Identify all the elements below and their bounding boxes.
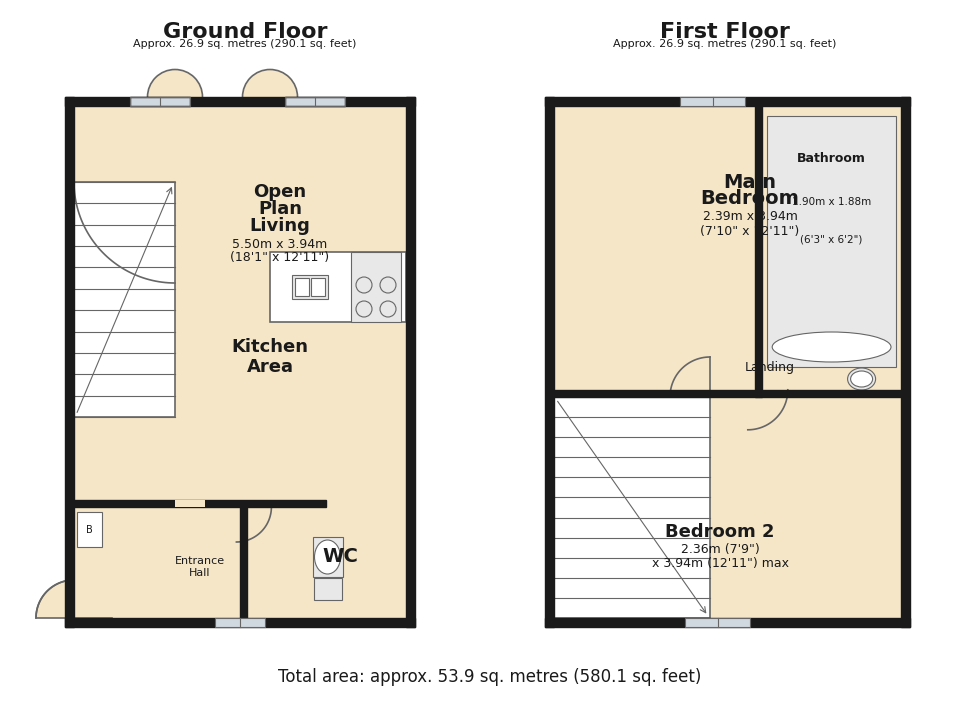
Bar xyxy=(240,507,247,618)
Text: Total area: approx. 53.9 sq. metres (580.1 sq. feet): Total area: approx. 53.9 sq. metres (580… xyxy=(278,668,702,686)
Bar xyxy=(285,97,345,106)
Text: Entrance
Hall: Entrance Hall xyxy=(175,556,225,578)
Ellipse shape xyxy=(772,332,891,362)
Text: Main: Main xyxy=(723,172,776,192)
Bar xyxy=(545,97,910,627)
Bar xyxy=(351,252,401,322)
Bar xyxy=(755,106,762,397)
Bar xyxy=(314,578,341,600)
Ellipse shape xyxy=(851,371,872,387)
Bar xyxy=(554,397,710,618)
Text: Plan: Plan xyxy=(258,200,302,218)
Text: Bedroom: Bedroom xyxy=(701,189,800,209)
Bar xyxy=(767,116,896,367)
Bar xyxy=(680,97,745,106)
Text: Kitchen
Area: Kitchen Area xyxy=(231,337,309,377)
Bar xyxy=(74,500,326,507)
Text: (6'3" x 6'2"): (6'3" x 6'2") xyxy=(801,235,862,245)
Text: 2.39m x 3.94m: 2.39m x 3.94m xyxy=(703,211,798,224)
Bar xyxy=(285,97,345,106)
Text: 5.50m x 3.94m: 5.50m x 3.94m xyxy=(232,238,327,251)
Bar xyxy=(545,97,554,627)
Bar xyxy=(65,618,415,627)
Text: x 3.94m (12'11") max: x 3.94m (12'11") max xyxy=(652,557,789,570)
Wedge shape xyxy=(243,70,297,97)
Ellipse shape xyxy=(315,540,340,574)
Text: Ground Floor: Ground Floor xyxy=(163,22,327,42)
Bar xyxy=(65,97,74,627)
Polygon shape xyxy=(36,580,74,618)
Text: 2.36m (7'9"): 2.36m (7'9") xyxy=(681,543,760,555)
Ellipse shape xyxy=(848,368,875,390)
Bar xyxy=(311,278,325,296)
Bar xyxy=(554,389,901,397)
Bar xyxy=(545,97,910,106)
Bar xyxy=(292,275,328,299)
Bar xyxy=(406,97,415,627)
Text: (7'10" x 12'11"): (7'10" x 12'11") xyxy=(701,224,800,238)
Text: (18'1" x 12'11"): (18'1" x 12'11") xyxy=(230,251,329,263)
Bar xyxy=(65,97,415,627)
Bar xyxy=(295,278,309,296)
Bar xyxy=(77,512,102,547)
Text: Approx. 26.9 sq. metres (290.1 sq. feet): Approx. 26.9 sq. metres (290.1 sq. feet) xyxy=(613,39,837,49)
Text: WC: WC xyxy=(322,548,358,567)
Bar xyxy=(130,97,190,106)
Bar xyxy=(545,618,910,627)
Bar xyxy=(901,97,910,627)
Bar xyxy=(270,252,406,322)
Text: B: B xyxy=(86,525,93,535)
Wedge shape xyxy=(148,70,202,97)
Bar xyxy=(65,97,415,106)
Bar xyxy=(215,618,265,627)
Text: Bedroom 2: Bedroom 2 xyxy=(665,523,775,541)
Text: Approx. 26.9 sq. metres (290.1 sq. feet): Approx. 26.9 sq. metres (290.1 sq. feet) xyxy=(133,39,357,49)
Bar xyxy=(74,182,175,417)
Text: Bathroom: Bathroom xyxy=(797,152,866,165)
Bar xyxy=(130,97,190,106)
Text: Open: Open xyxy=(254,183,307,201)
Text: Landing: Landing xyxy=(745,360,795,374)
Bar xyxy=(313,537,342,577)
Text: Living: Living xyxy=(250,217,311,235)
Bar xyxy=(685,618,750,627)
Text: First Floor: First Floor xyxy=(661,22,790,42)
Bar xyxy=(175,500,205,507)
Text: 1.90m x 1.88m: 1.90m x 1.88m xyxy=(792,197,871,207)
